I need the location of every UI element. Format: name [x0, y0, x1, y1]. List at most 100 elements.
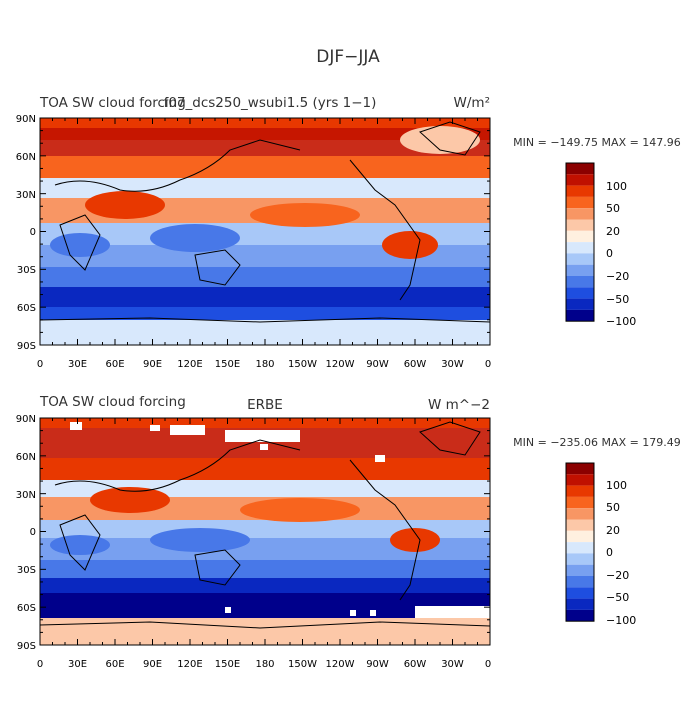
lon-tick-label: 60E: [105, 359, 124, 370]
colorbar-label: 100: [606, 180, 627, 193]
colorbar-swatch: [566, 508, 594, 520]
lon-tick-label: 30W: [441, 659, 464, 670]
lon-tick-label: 90W: [366, 359, 389, 370]
colorbar-swatch: [566, 298, 594, 310]
lat-tick-label: 60N: [16, 152, 36, 163]
colorbar-label: 20: [606, 524, 620, 537]
lon-tick-label: 120E: [177, 659, 202, 670]
lon-tick-label: 0: [485, 359, 491, 370]
lat-tick-label: 30N: [16, 190, 36, 201]
lat-tick-label: 60N: [16, 452, 36, 463]
colorbar-frame: [565, 462, 595, 622]
lon-tick-label: 180: [255, 659, 274, 670]
lat-tick-label: 60S: [17, 303, 36, 314]
lon-tick-label: 0: [485, 659, 491, 670]
figure-title: DJF−JJA: [316, 47, 380, 67]
colorbar-label: 50: [606, 202, 620, 215]
lat-tick-label: 90S: [17, 641, 36, 652]
colorbar-label: 0: [606, 247, 613, 260]
lat-tick-label: 30S: [17, 265, 36, 276]
colorbar-swatch: [566, 264, 594, 276]
colorbar-swatch: [566, 219, 594, 231]
colorbar: 100 50 20 0 −20 −50 −100: [565, 462, 636, 627]
lon-tick-label: 150E: [215, 659, 240, 670]
colorbar-label: −20: [606, 569, 629, 582]
colorbar-swatch: [566, 208, 594, 220]
map-field: [40, 118, 490, 345]
lon-tick-label: 60E: [105, 659, 124, 670]
panel-stats: MIN = −149.75 MAX = 147.96: [513, 136, 681, 149]
lon-tick-label: 30E: [68, 359, 87, 370]
colorbar-swatch: [566, 309, 594, 322]
panel-units: W m^−2: [428, 397, 490, 413]
colorbar-swatch: [566, 185, 594, 197]
colorbar-swatch: [566, 196, 594, 209]
lat-tick-label: 90N: [16, 114, 36, 125]
axis-ticks: [39, 417, 491, 646]
lon-tick-label: 90E: [143, 359, 162, 370]
lat-tick-labels: 90N 60N 30N 0 30S 60S 90S: [16, 114, 36, 352]
panel-center-title: ERBE: [247, 397, 283, 413]
lon-tick-label: 90E: [143, 659, 162, 670]
colorbar-swatch: [566, 287, 594, 299]
colorbar-swatch: [566, 530, 594, 543]
colorbar-label: 0: [606, 546, 613, 559]
colorbar-swatch: [566, 564, 594, 576]
colorbar-swatch: [566, 474, 594, 486]
colorbar-swatch: [566, 485, 594, 497]
lon-tick-label: 30E: [68, 659, 87, 670]
map-field: [40, 418, 490, 645]
colorbar-swatch: [566, 496, 594, 509]
lon-tick-label: 180: [255, 359, 274, 370]
panel-observation: TOA SW cloud forcing ERBE W m^−2 MIN = −…: [16, 394, 681, 670]
lon-tick-label: 90W: [366, 659, 389, 670]
lon-tick-label: 60W: [404, 659, 427, 670]
lat-tick-label: 90S: [17, 341, 36, 352]
panel-left-title: TOA SW cloud forcing: [39, 394, 186, 410]
lat-tick-label: 30N: [16, 490, 36, 501]
lon-tick-labels: 0 30E 60E 90E 120E 150E 180 150W 120W 90…: [37, 659, 491, 670]
lon-tick-label: 120W: [326, 659, 355, 670]
colorbar-swatch: [566, 587, 594, 599]
colorbar-swatch: [566, 519, 594, 531]
lon-tick-labels: 0 30E 60E 90E 120E 150E 180 150W 120W 90…: [37, 359, 491, 370]
colorbar-swatch: [566, 230, 594, 243]
lon-tick-label: 150W: [288, 659, 317, 670]
lat-tick-label: 30S: [17, 565, 36, 576]
lat-tick-labels: 90N 60N 30N 0 30S 60S 90S: [16, 414, 36, 652]
axis-ticks: [39, 117, 491, 346]
colorbar-label: −100: [606, 315, 636, 328]
colorbar-swatch: [566, 174, 594, 186]
panel-center-title: f07_dcs250_wsubi1.5 (yrs 1−1): [164, 95, 377, 111]
colorbar-label: 50: [606, 501, 620, 514]
lat-tick-label: 0: [30, 227, 36, 238]
colorbar-swatch: [566, 609, 594, 622]
panel-model: TOA SW cloud forcing f07_dcs250_wsubi1.5…: [16, 95, 681, 370]
lon-tick-label: 120E: [177, 359, 202, 370]
colorbar-label: 20: [606, 225, 620, 238]
lat-tick-label: 0: [30, 527, 36, 538]
lon-tick-label: 0: [37, 359, 43, 370]
colorbar-swatch: [566, 242, 594, 254]
colorbar-frame: [565, 162, 595, 322]
lon-tick-label: 60W: [404, 359, 427, 370]
colorbar-label: −50: [606, 293, 629, 306]
lon-tick-label: 0: [37, 659, 43, 670]
lon-tick-label: 150E: [215, 359, 240, 370]
colorbar-swatch: [566, 542, 594, 554]
colorbar-swatch: [566, 598, 594, 610]
colorbar-swatch: [566, 276, 594, 288]
colorbar-swatch: [566, 463, 594, 475]
lat-tick-label: 60S: [17, 603, 36, 614]
panel-stats: MIN = −235.06 MAX = 179.49: [513, 436, 681, 449]
colorbar-swatch: [566, 163, 594, 175]
lon-tick-label: 30W: [441, 359, 464, 370]
colorbar-swatch: [566, 553, 594, 565]
lat-tick-label: 90N: [16, 414, 36, 425]
colorbar-swatch: [566, 576, 594, 588]
lon-tick-label: 150W: [288, 359, 317, 370]
colorbar-label: −50: [606, 591, 629, 604]
lon-tick-label: 120W: [326, 359, 355, 370]
colorbar-label: −100: [606, 614, 636, 627]
